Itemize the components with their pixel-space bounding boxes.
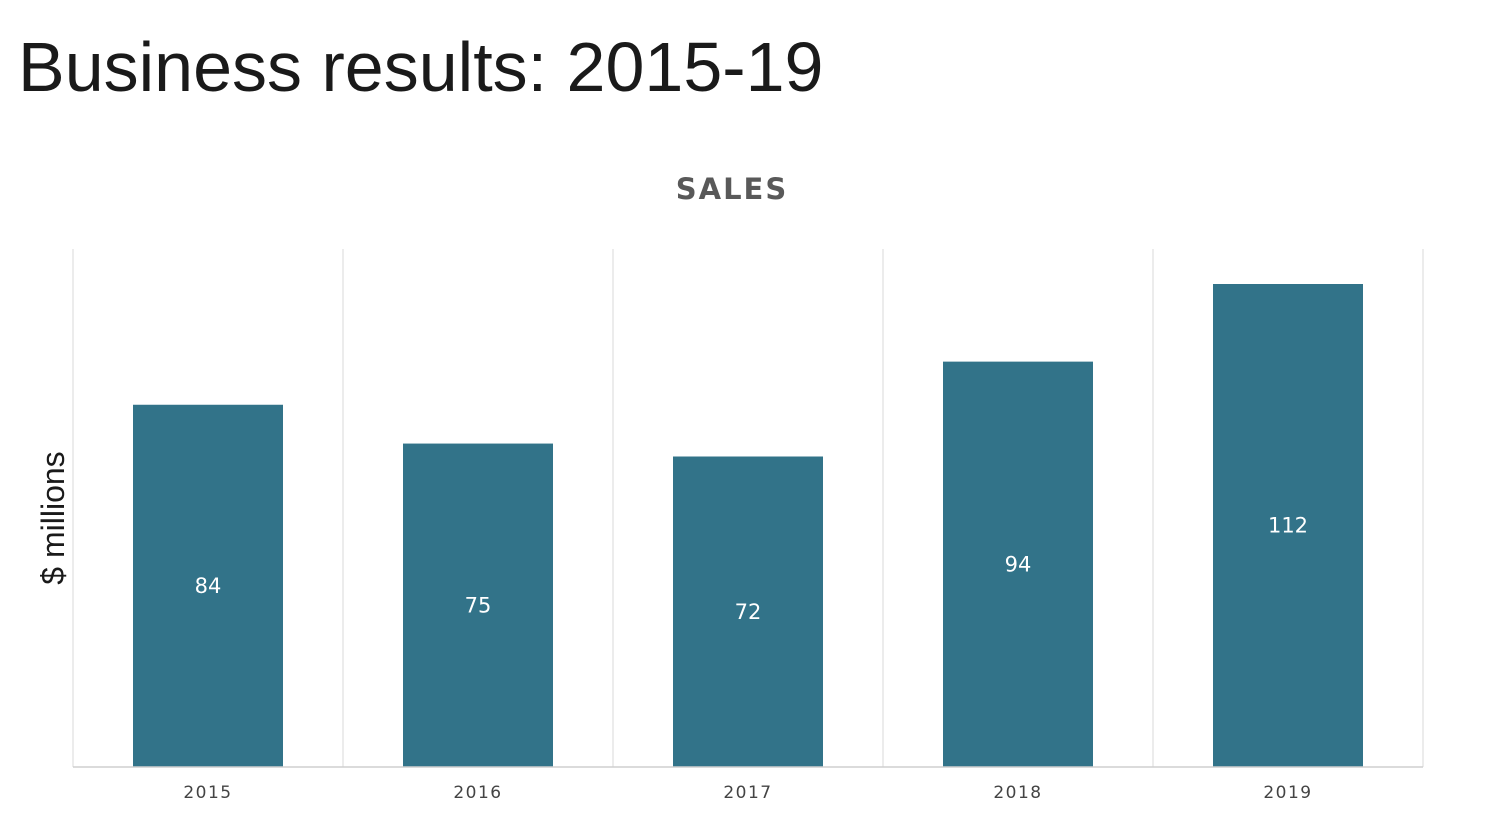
bar-2015 xyxy=(133,404,283,767)
x-tick-label-2018: 2018 xyxy=(993,783,1042,803)
x-tick-label-2019: 2019 xyxy=(1263,783,1312,803)
bar-2019 xyxy=(1213,284,1363,767)
data-label-2016: 75 xyxy=(465,593,492,617)
y-axis-label: $ millions xyxy=(35,451,71,584)
chart-title: SALES xyxy=(676,172,789,206)
data-label-2017: 72 xyxy=(735,600,762,624)
x-tick-labels: 2015 2016 2017 2018 2019 xyxy=(183,783,1312,803)
bar-2018 xyxy=(943,361,1093,767)
bar-2017 xyxy=(673,456,823,767)
x-tick-label-2016: 2016 xyxy=(453,783,502,803)
data-labels: 84 75 72 94 112 xyxy=(195,514,1308,624)
x-tick-label-2017: 2017 xyxy=(723,783,772,803)
page-title: Business results: 2015-19 xyxy=(18,28,824,106)
gridlines xyxy=(72,249,1424,767)
data-label-2015: 84 xyxy=(195,574,222,598)
data-label-2018: 94 xyxy=(1005,552,1032,576)
data-label-2019: 112 xyxy=(1268,514,1308,538)
bars xyxy=(133,284,1363,767)
x-tick-label-2015: 2015 xyxy=(183,783,232,803)
bar-2016 xyxy=(403,443,553,767)
